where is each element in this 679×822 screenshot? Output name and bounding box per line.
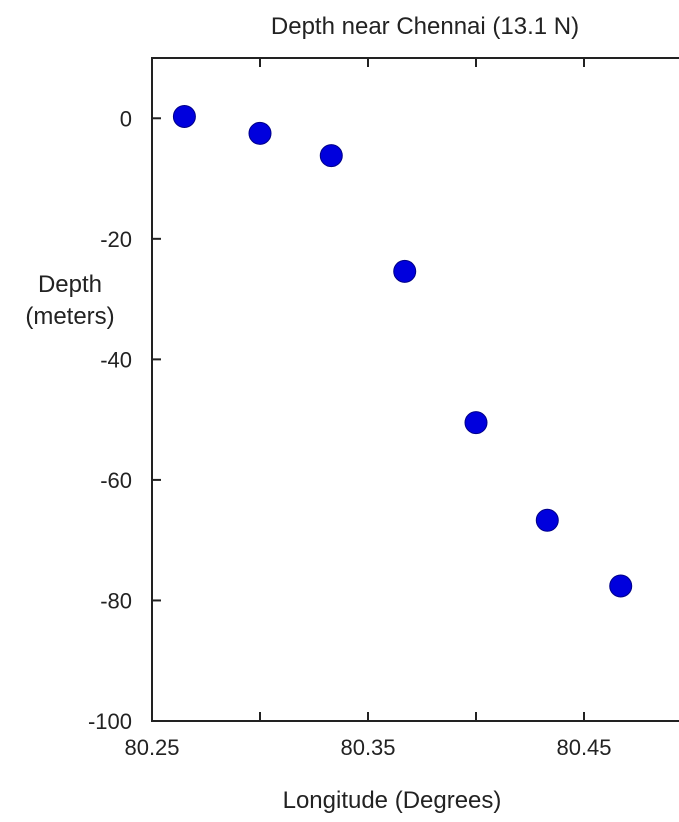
data-point <box>609 574 633 598</box>
data-point <box>535 508 559 532</box>
y-tick-label: 0 <box>120 106 132 131</box>
y-axis-label-line-2: (meters) <box>25 303 114 330</box>
y-tick-label: -20 <box>100 227 132 252</box>
data-point <box>248 121 272 145</box>
chart-title: Depth near Chennai (13.1 N) <box>271 13 579 40</box>
data-point <box>393 259 417 283</box>
plot-frame <box>151 57 679 722</box>
x-tick-label: 80.25 <box>124 735 179 760</box>
data-point <box>319 144 343 168</box>
y-tick-label: -100 <box>88 709 132 734</box>
data-points <box>172 104 633 598</box>
x-axis-tick-labels: 80.25 80.35 80.45 <box>124 735 611 760</box>
data-point <box>464 411 488 435</box>
y-tick-label: -40 <box>100 347 132 372</box>
x-tick-label: 80.35 <box>340 735 395 760</box>
y-tick-label: -80 <box>100 588 132 613</box>
x-axis-ticks <box>151 58 585 721</box>
data-point <box>172 104 196 128</box>
x-tick-label: 80.45 <box>556 735 611 760</box>
y-tick-label: -60 <box>100 468 132 493</box>
x-axis-label: Longitude (Degrees) <box>283 787 502 814</box>
y-axis-tick-labels: 0 -20 -40 -60 -80 -100 <box>88 106 132 734</box>
y-axis-ticks <box>152 117 161 722</box>
y-axis-label-line-1: Depth <box>38 271 102 298</box>
